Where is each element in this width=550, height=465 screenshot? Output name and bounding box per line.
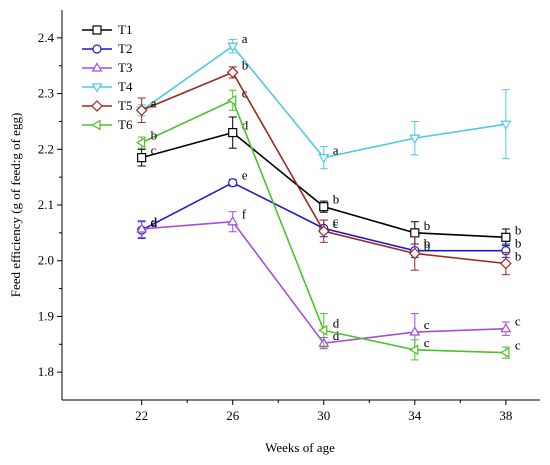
data-point xyxy=(226,66,239,79)
significance-letter: b xyxy=(424,238,431,253)
significance-letter: c xyxy=(242,85,248,100)
legend-marker xyxy=(91,83,103,93)
y-tick-label: 2.1 xyxy=(38,197,54,212)
legend-item-t3: T3 xyxy=(82,60,132,75)
significance-letter: e xyxy=(242,168,248,183)
legend-label: T5 xyxy=(118,98,132,113)
legend-marker xyxy=(91,100,103,112)
x-tick-label: 22 xyxy=(135,408,148,423)
significance-letter: a xyxy=(151,95,157,110)
series-t1: c d b b b xyxy=(137,116,522,247)
data-point xyxy=(227,42,239,53)
legend-marker xyxy=(92,44,102,54)
y-axis-title: Feed efficiency (g of feed:g of egg) xyxy=(8,113,23,298)
data-point xyxy=(500,120,512,131)
data-point xyxy=(135,104,148,117)
data-point xyxy=(409,344,419,356)
significance-letter: b xyxy=(424,236,431,251)
legend-marker xyxy=(92,25,102,35)
significance-letter: b xyxy=(151,128,158,143)
legend-item-t2: T2 xyxy=(82,41,132,56)
data-point xyxy=(319,202,329,212)
data-point xyxy=(408,247,421,260)
data-point xyxy=(228,127,238,138)
legend-label: T3 xyxy=(118,60,132,75)
data-point xyxy=(137,153,147,163)
legend-label: T4 xyxy=(118,79,133,94)
y-tick-label: 1.8 xyxy=(38,364,54,379)
data-point xyxy=(500,347,510,359)
legend-item-t5: T5 xyxy=(82,98,132,113)
data-point xyxy=(317,225,330,238)
significance-letter: c xyxy=(333,216,339,231)
y-axis-ticks: 1.8 1.9 2.0 2.1 2.2 2.3 2.4 xyxy=(38,30,62,379)
legend-item-t1: T1 xyxy=(82,22,132,37)
legend-label: T2 xyxy=(118,41,132,56)
significance-letter: d xyxy=(333,328,340,343)
significance-letter: b xyxy=(515,222,522,237)
significance-letter: b xyxy=(515,236,522,251)
data-point xyxy=(227,215,239,226)
series-line xyxy=(141,45,506,159)
x-tick-label: 30 xyxy=(317,408,330,423)
y-tick-label: 1.9 xyxy=(38,308,54,323)
data-point xyxy=(409,326,421,336)
significance-letter: f xyxy=(242,207,247,222)
significance-letter: d xyxy=(242,118,249,133)
series-t4: a a a xyxy=(136,31,512,170)
data-point xyxy=(500,322,512,333)
significance-letter: b xyxy=(515,249,522,264)
legend-label: T1 xyxy=(118,22,132,37)
significance-letter: b xyxy=(242,57,249,72)
x-tick-label: 38 xyxy=(499,408,512,423)
data-point xyxy=(136,223,148,233)
data-point xyxy=(226,94,237,106)
legend-label: T6 xyxy=(118,117,133,132)
significance-letter: c xyxy=(515,314,521,329)
legend-item-t4: T4 xyxy=(82,79,133,94)
legend-marker xyxy=(91,62,103,72)
significance-letter: a xyxy=(242,31,248,46)
data-point xyxy=(409,134,421,144)
legend: T1 T2 T3 T4 T5 T6 xyxy=(82,22,133,132)
x-axis-title: Weeks of age xyxy=(265,440,335,455)
data-point xyxy=(135,137,146,149)
significance-letter: c xyxy=(515,338,521,353)
plot-frame xyxy=(61,10,540,401)
significance-letter: c xyxy=(151,143,157,158)
data-point xyxy=(410,228,420,238)
y-tick-label: 2.0 xyxy=(38,253,54,268)
series-t3: d fdc c xyxy=(136,207,521,351)
data-point xyxy=(500,257,512,270)
significance-letter: d xyxy=(333,315,340,330)
data-point xyxy=(318,154,330,164)
significance-letter: d xyxy=(151,214,158,229)
legend-item-t6: T6 xyxy=(82,117,133,132)
significance-letter: c xyxy=(424,335,430,350)
y-tick-label: 2.4 xyxy=(38,30,55,45)
significance-letter: b xyxy=(333,192,340,207)
x-tick-label: 26 xyxy=(226,408,240,423)
data-point xyxy=(501,232,511,242)
significance-letter: a xyxy=(151,95,157,110)
y-tick-label: 2.2 xyxy=(38,141,54,156)
significance-letter: d xyxy=(151,215,158,230)
y-tick-label: 2.3 xyxy=(38,86,54,101)
significance-letter: b xyxy=(424,218,431,233)
data-point xyxy=(228,178,238,188)
x-axis-ticks: 22 26 30 34 38 xyxy=(135,400,512,423)
legend-marker xyxy=(91,119,101,131)
significance-letter: c xyxy=(333,213,339,228)
data-point xyxy=(317,324,328,336)
significance-letter: a xyxy=(333,143,339,158)
significance-letter: c xyxy=(424,317,430,332)
x-tick-label: 34 xyxy=(408,408,422,423)
